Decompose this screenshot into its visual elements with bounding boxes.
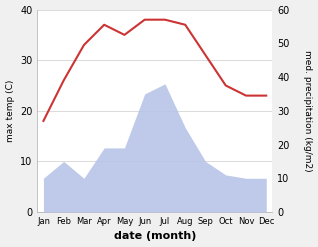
X-axis label: date (month): date (month)	[114, 231, 196, 242]
Y-axis label: max temp (C): max temp (C)	[5, 80, 15, 142]
Y-axis label: med. precipitation (kg/m2): med. precipitation (kg/m2)	[303, 50, 313, 172]
